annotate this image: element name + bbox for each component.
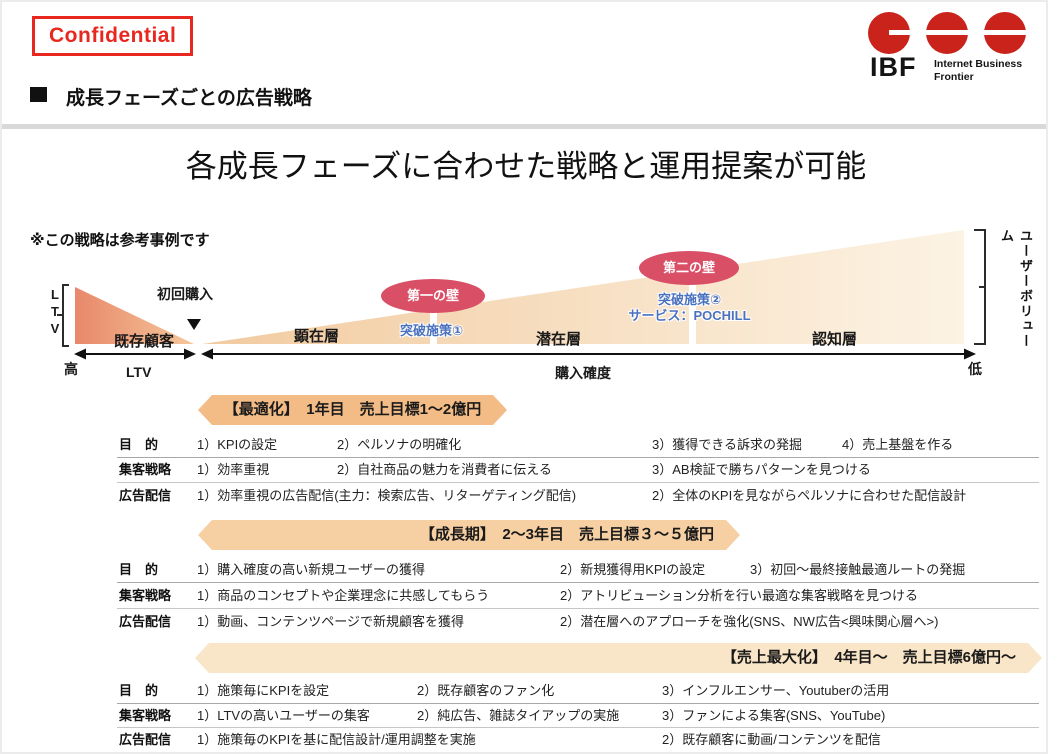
row-item: 1）施策毎のKPIを基に配信設計/運用調整を実施	[197, 732, 476, 747]
row-item: 3）獲得できる訴求の発掘	[652, 437, 802, 452]
row-item: 1）動画、コンテンツページで新規顧客を獲得	[197, 614, 464, 629]
logo-text-line2: Frontier	[934, 71, 974, 83]
phase2-table: 目 的 1）購入確度の高い新規ユーザーの獲得 2）新規獲得用KPIの設定 3）初…	[117, 557, 1039, 634]
logo-acronym: IBF	[870, 52, 917, 82]
confidential-stamp: Confidential	[32, 16, 194, 56]
table-row: 目 的 1）KPIの設定 2）ペルソナの明確化 3）獲得できる訴求の発掘 4）売…	[117, 433, 1039, 457]
arrowhead-icon	[74, 348, 86, 360]
volume-funnel	[202, 230, 964, 344]
row-item: 3）インフルエンサー、Youtuberの活用	[662, 683, 890, 698]
arrowhead-icon	[184, 348, 196, 360]
section-title: 成長フェーズごとの広告戦略	[66, 88, 312, 109]
row-item: 2）全体のKPIを見ながらペルソナに合わせた配信設計	[652, 488, 967, 503]
logo-slit	[889, 30, 1026, 35]
logo-text-line1: Internet Business	[934, 58, 1023, 70]
segment-existing-customers: 既存顧客	[114, 333, 175, 350]
first-wall-badge: 第一の壁	[381, 279, 485, 313]
axis-high-label: 高	[64, 361, 78, 377]
row-item: 1）購入確度の高い新規ユーザーの獲得	[197, 562, 425, 577]
arrowhead-icon	[964, 348, 976, 360]
ltv-triangle	[75, 287, 194, 344]
table-row: 広告配信 1）施策毎のKPIを基に配信設計/運用調整を実施 2）既存顧客に動画/…	[117, 727, 1039, 752]
row-label: 目 的	[119, 683, 159, 698]
row-label: 集客戦略	[119, 588, 172, 603]
table-row: 集客戦略 1）LTVの高いユーザーの集客 2）純広告、雑誌タイアップの実施 3）…	[117, 703, 1039, 727]
segment-manifest-layer: 顕在層	[294, 328, 340, 345]
row-item: 2）既存顧客に動画/コンテンツを配信	[662, 732, 881, 747]
row-item: 2）既存顧客のファン化	[417, 683, 555, 698]
second-wall-badge: 第二の壁	[639, 251, 739, 285]
row-item: 2）純広告、雑誌タイアップの実施	[417, 708, 620, 723]
row-item: 1）施策毎にKPIを設定	[197, 683, 330, 698]
row-label: 広告配信	[119, 614, 172, 629]
table-row: 集客戦略 1）商品のコンセプトや企業理念に共感してもらう 2）アトリビューション…	[117, 582, 1039, 608]
reference-note: ※この戦略は参考事例です	[30, 232, 210, 249]
y-axis-label: L T V	[50, 287, 60, 336]
row-item: 3）AB検証で勝ちパターンを見つける	[652, 462, 871, 477]
user-volume-label: ユーザーボリューム	[999, 229, 1033, 349]
phase1-banner: 【最適化】 1年目 売上目標1〜2億円	[198, 395, 507, 425]
arrowhead-icon	[201, 348, 213, 360]
table-row: 広告配信 1）効率重視の広告配信(主力：検索広告、リターゲティング配信) 2）全…	[117, 482, 1039, 508]
row-item: 1）効率重視	[197, 462, 270, 477]
row-item: 4）売上基盤を作る	[842, 437, 954, 452]
first-purchase-label: 初回購入	[157, 286, 213, 302]
axis-ltv-label: LTV	[126, 364, 152, 380]
row-item: 3）初回〜最終接触最適ルートの発掘	[750, 562, 966, 577]
row-item: 2）アトリビューション分析を行い最適な集客戦略を見つける	[560, 588, 918, 603]
phase2-banner: 【成長期】 2〜3年目 売上目標３〜５億円	[198, 520, 740, 550]
row-item: 1）LTVの高いユーザーの集客	[197, 708, 370, 723]
breakthrough-measure-1: 突破施策①	[400, 323, 464, 338]
segment-latent-layer: 潜在層	[536, 331, 582, 348]
page-title: 各成長フェーズに合わせた戦略と運用提案が可能	[185, 149, 867, 184]
row-item: 1）効率重視の広告配信(主力：検索広告、リターゲティング配信)	[197, 488, 577, 503]
breakthrough-measure-2: 突破施策②	[657, 292, 721, 307]
wall2-gap	[689, 225, 696, 347]
row-item: 1）商品のコンセプトや企業理念に共感してもらう	[197, 588, 490, 603]
row-item: 2）新規獲得用KPIの設定	[560, 562, 706, 577]
ltv-bracket-icon	[57, 284, 69, 347]
row-item: 2）ペルソナの明確化	[337, 437, 462, 452]
axis-low-label: 低	[968, 361, 982, 377]
volume-bracket-icon	[974, 229, 986, 345]
header-divider	[2, 124, 1046, 129]
bullet-square-icon	[30, 87, 47, 102]
row-label: 集客戦略	[119, 708, 172, 723]
phase3-table: 目 的 1）施策毎にKPIを設定 2）既存顧客のファン化 3）インフルエンサー、…	[117, 679, 1039, 752]
row-label: 目 的	[119, 437, 159, 452]
triangle-down-icon	[187, 319, 201, 330]
table-row: 広告配信 1）動画、コンテンツページで新規顧客を獲得 2）潜在層へのアプローチを…	[117, 608, 1039, 634]
company-logo: IBF Internet Business Frontier	[868, 12, 1040, 83]
row-item: 2）自社商品の魅力を消費者に伝える	[337, 462, 552, 477]
row-label: 目 的	[119, 562, 159, 577]
row-item: 1）KPIの設定	[197, 437, 278, 452]
axis-purchase-probability-label: 購入確度	[555, 365, 611, 381]
row-label: 集客戦略	[119, 462, 172, 477]
table-row: 目 的 1）施策毎にKPIを設定 2）既存顧客のファン化 3）インフルエンサー、…	[117, 679, 1039, 703]
phase1-table: 目 的 1）KPIの設定 2）ペルソナの明確化 3）獲得できる訴求の発掘 4）売…	[117, 433, 1039, 508]
row-item: 2）潜在層へのアプローチを強化(SNS、NW広告<興味関心層へ>)	[560, 614, 939, 629]
table-row: 集客戦略 1）効率重視 2）自社商品の魅力を消費者に伝える 3）AB検証で勝ちパ…	[117, 457, 1039, 482]
segment-awareness-layer: 認知層	[812, 331, 858, 348]
breakthrough-service: サービス：POCHILL	[628, 308, 751, 323]
table-row: 目 的 1）購入確度の高い新規ユーザーの獲得 2）新規獲得用KPIの設定 3）初…	[117, 557, 1039, 582]
row-label: 広告配信	[119, 488, 172, 503]
row-item: 3）ファンによる集客(SNS、YouTube)	[662, 708, 886, 723]
row-label: 広告配信	[119, 732, 172, 747]
phase3-banner: 【売上最大化】 4年目〜 売上目標6億円〜	[195, 643, 1042, 673]
